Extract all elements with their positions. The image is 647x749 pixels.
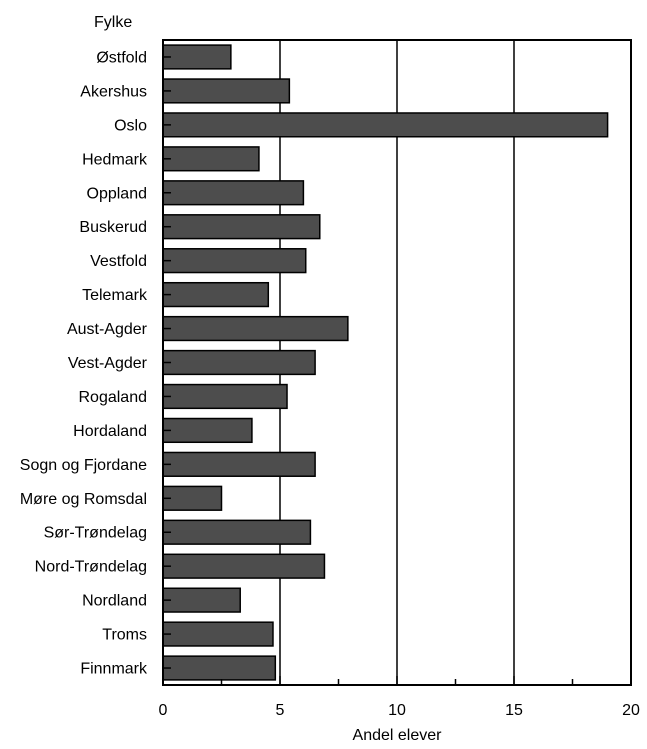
- category-label-akershus: Akershus: [80, 83, 147, 100]
- category-label-østfold: Østfold: [96, 49, 147, 66]
- bar-hedmark: [162, 146, 260, 172]
- category-label-aust-agder: Aust-Agder: [67, 321, 148, 338]
- category-label-nordland: Nordland: [82, 593, 147, 610]
- category-label-rogaland: Rogaland: [79, 389, 148, 406]
- bar-møre-og-romsdal: [162, 485, 223, 511]
- bar-sogn-og-fjordane: [162, 451, 316, 477]
- category-label-sogn-og-fjordane: Sogn og Fjordane: [20, 457, 147, 474]
- bar-oslo: [162, 112, 609, 138]
- bar-telemark: [162, 281, 270, 308]
- bar-østfold: [162, 44, 232, 70]
- bar-buskerud: [162, 214, 321, 240]
- category-label-finnmark: Finnmark: [80, 661, 148, 678]
- category-label-møre-og-romsdal: Møre og Romsdal: [20, 491, 147, 508]
- category-label-nord-trøndelag: Nord-Trøndelag: [35, 559, 147, 576]
- category-label-sør-trøndelag: Sør-Trøndelag: [44, 525, 147, 542]
- category-label-vestfold: Vestfold: [90, 253, 147, 270]
- bar-vest-agder: [162, 349, 316, 376]
- bar-akershus: [162, 78, 291, 104]
- axis-ticks: [162, 56, 632, 685]
- bar-rogaland: [162, 383, 288, 410]
- y-axis-title: Fylke: [94, 14, 132, 31]
- x-axis-title: Andel elever: [353, 727, 443, 744]
- x-tick-labels: 0 5 10 15 20: [159, 702, 640, 719]
- category-label-oppland: Oppland: [87, 185, 148, 202]
- bar-finnmark: [162, 655, 277, 681]
- bar-hordaland: [162, 417, 253, 444]
- bar-vestfold: [162, 248, 307, 274]
- bar-troms: [162, 621, 274, 647]
- x-tick-label-10: 10: [388, 702, 406, 719]
- bar-aust-agder: [162, 315, 349, 342]
- category-label-troms: Troms: [102, 627, 147, 644]
- category-label-telemark: Telemark: [82, 287, 148, 304]
- category-label-buskerud: Buskerud: [79, 219, 147, 236]
- category-label-hedmark: Hedmark: [82, 151, 148, 168]
- bar-oppland: [162, 180, 305, 206]
- x-tick-label-0: 0: [159, 702, 168, 719]
- bar-nord-trøndelag: [162, 553, 326, 579]
- bars: [162, 44, 609, 681]
- bar-sør-trøndelag: [162, 519, 312, 545]
- x-tick-label-20: 20: [622, 702, 640, 719]
- x-tick-label-15: 15: [505, 702, 523, 719]
- category-label-oslo: Oslo: [114, 117, 147, 134]
- category-labels: Østfold Akershus Oslo Hedmark Oppland Buskeru…: [20, 49, 148, 677]
- category-label-vest-agder: Vest-Agder: [68, 355, 148, 372]
- category-label-hordaland: Hordaland: [73, 423, 147, 440]
- bar-nordland: [162, 587, 241, 613]
- x-tick-label-5: 5: [276, 702, 285, 719]
